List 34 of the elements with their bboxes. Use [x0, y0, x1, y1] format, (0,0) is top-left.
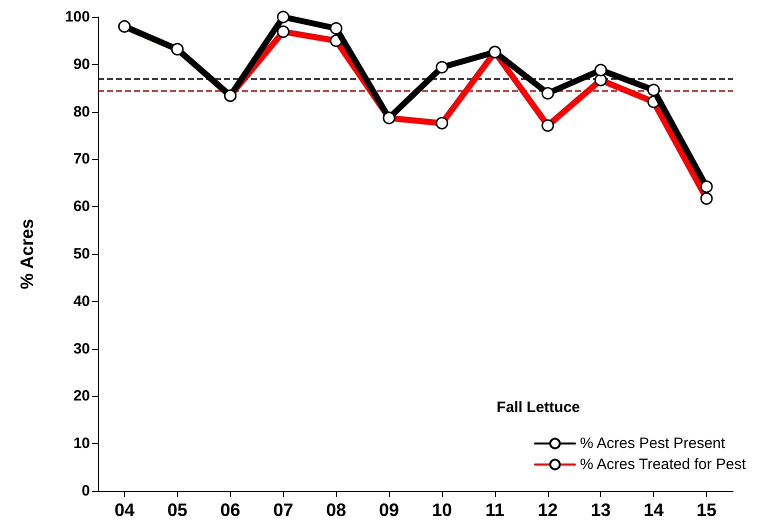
y-tick-label: 40 — [73, 292, 90, 310]
y-tick-label: 50 — [73, 246, 90, 262]
point — [542, 87, 554, 100]
x-tick-label: 13 — [590, 500, 611, 520]
legend-title: Fall Lettuce — [496, 399, 580, 416]
point — [276, 10, 290, 24]
x-tick-label: 08 — [326, 500, 346, 520]
legend-label: % Acres Pest Present — [580, 435, 726, 452]
x-tick-label: 12 — [538, 500, 558, 520]
y-tick-label: 80 — [73, 103, 90, 120]
x-tick-label: 15 — [696, 500, 717, 520]
y-tick-label: 10 — [73, 435, 90, 452]
y-tick-label: 0 — [82, 482, 90, 500]
y-tick-label: 70 — [73, 150, 90, 168]
point — [647, 84, 660, 96]
x-tick-label: 10 — [432, 500, 452, 520]
point — [436, 60, 448, 74]
x-tick-label: 09 — [379, 500, 400, 520]
point — [594, 64, 607, 76]
y-tick-label: 60 — [73, 198, 90, 216]
x-tick-label: 14 — [644, 500, 664, 520]
point — [330, 22, 342, 35]
y-axis-title: % Acres — [17, 218, 37, 290]
y-tick-label: 20 — [73, 388, 90, 405]
y-tick-label: 100 — [64, 8, 90, 26]
x-tick-label: 07 — [273, 500, 294, 520]
x-tick-label: 05 — [167, 500, 188, 520]
legend-label: % Acres Treated for Pest — [580, 456, 747, 473]
y-tick-label: 90 — [73, 56, 90, 73]
y-tick-label: 30 — [73, 340, 90, 358]
x-tick-label: 04 — [114, 500, 134, 520]
x-tick-label: 06 — [220, 500, 240, 520]
x-tick-label: 11 — [485, 500, 504, 520]
point — [700, 180, 713, 193]
